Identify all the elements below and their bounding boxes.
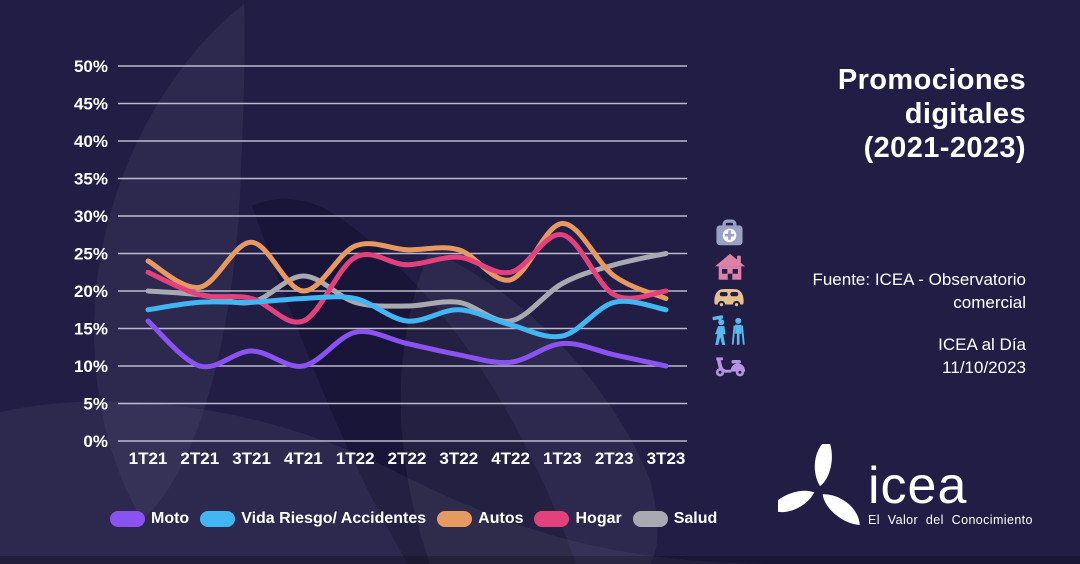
x-tick-label: 2T21 xyxy=(180,449,219,468)
y-tick-label: 25% xyxy=(74,245,108,264)
x-tick-label: 3T23 xyxy=(647,449,686,468)
scooter-icon xyxy=(712,351,748,378)
source-note: Fuente: ICEA - Observatorio comercial xyxy=(812,268,1026,314)
x-tick-label: 3T22 xyxy=(439,449,478,468)
legend-swatch-hogar xyxy=(534,511,570,527)
y-tick-label: 35% xyxy=(74,170,108,189)
y-tick-label: 30% xyxy=(74,207,108,226)
x-tick-label: 4T21 xyxy=(284,449,323,468)
page-title-line: digitales xyxy=(904,98,1026,131)
legend-item-salud: Salud xyxy=(632,510,718,528)
legend-item-hogar: Hogar xyxy=(534,510,622,528)
series-line-vida-riesgo-accidentes xyxy=(145,294,669,340)
x-tick-label: 1T23 xyxy=(543,449,582,468)
house-icon xyxy=(714,252,746,282)
legend-swatch-autos xyxy=(437,511,473,527)
icea-logo: icea El Valor del Conocimiento xyxy=(778,444,1033,534)
legend-swatch-moto xyxy=(110,511,145,527)
x-tick-label: 1T21 xyxy=(129,449,168,468)
source-line: Fuente: ICEA - Observatorio xyxy=(812,270,1026,289)
background-petal xyxy=(0,401,782,564)
car-icon xyxy=(712,284,746,309)
legend-label-vida-riesgo-accidentes: Vida Riesgo/ Accidentes xyxy=(241,510,427,527)
icea-logo-mark xyxy=(778,444,860,525)
y-tick-label: 5% xyxy=(83,395,108,414)
x-tick-label: 4T22 xyxy=(491,449,530,468)
page-title: Promociones digitales (2021-2023) xyxy=(838,63,1026,165)
x-tick-label: 3T21 xyxy=(232,449,271,468)
page-title-line: Promociones xyxy=(837,64,1026,97)
medkit-icon xyxy=(714,219,745,248)
series-line-autos xyxy=(145,220,669,301)
y-tick-label: 45% xyxy=(74,95,108,114)
legend-item-autos: Autos xyxy=(437,510,523,528)
y-tick-label: 40% xyxy=(74,132,108,151)
legend-item-moto: Moto xyxy=(110,510,189,528)
publication-date: 11/10/2023 xyxy=(942,358,1026,377)
legend-label-salud: Salud xyxy=(673,510,718,527)
background-petal xyxy=(93,4,245,520)
y-tick-label: 15% xyxy=(74,320,108,339)
bottom-shade-band xyxy=(0,556,1080,564)
source-line: comercial xyxy=(953,293,1026,312)
y-tick-label: 50% xyxy=(74,57,108,76)
y-tick-label: 10% xyxy=(74,357,108,376)
y-tick-label: 0% xyxy=(83,432,108,451)
legend-swatch-vida-riesgo-accidentes xyxy=(200,511,236,527)
y-tick-label: 20% xyxy=(74,282,108,301)
legend-label-hogar: Hogar xyxy=(575,510,622,527)
y-axis-grid: 0% 5% 10% 15% 20% 25% 30% 35% 40% 45% 50% xyxy=(74,57,687,451)
x-tick-label: 2T23 xyxy=(595,449,634,468)
x-tick-label: 1T22 xyxy=(336,449,375,468)
icea-logo-text: icea El Valor del Conocimiento xyxy=(868,457,1033,527)
publication-note: ICEA al Día 11/10/2023 xyxy=(938,333,1026,379)
publication-name: ICEA al Día xyxy=(938,335,1026,354)
people-icon xyxy=(711,313,748,347)
x-axis-labels: 1T21 2T21 3T21 4T21 1T22 2T22 3T22 4T22 1T23 2T23… xyxy=(129,449,686,468)
x-tick-label: 2T22 xyxy=(388,449,427,468)
legend-swatch-salud xyxy=(632,511,668,527)
logo-tagline: El Valor del Conocimiento xyxy=(868,513,1033,527)
series-line-hogar xyxy=(145,232,669,325)
legend-label-autos: Autos xyxy=(478,510,524,527)
legend-item-vida-riesgo-accidentes: Vida Riesgo/ Accidentes xyxy=(200,510,426,528)
series-line-moto xyxy=(145,318,669,370)
chart-legend: Moto Vida Riesgo/ Accidentes Autos Hogar Sal… xyxy=(110,510,728,528)
logo-wordmark: icea xyxy=(868,457,968,515)
series-lines xyxy=(145,220,669,370)
legend-label-moto: Moto xyxy=(151,510,190,527)
page-title-line: (2021-2023) xyxy=(863,132,1026,165)
